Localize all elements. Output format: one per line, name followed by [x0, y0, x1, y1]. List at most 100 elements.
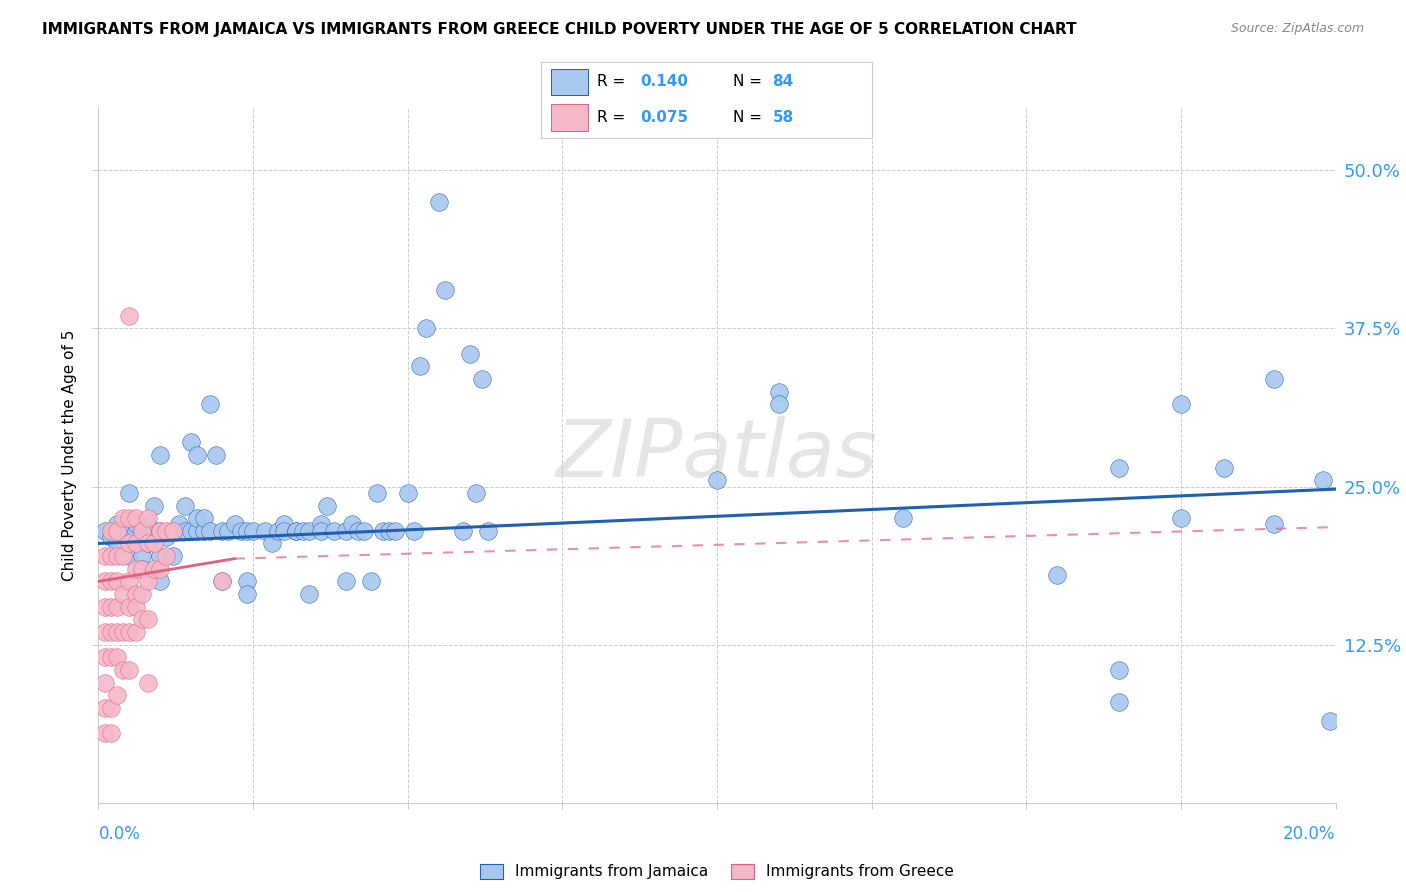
Point	[112, 625, 135, 640]
Point	[706, 473, 728, 487]
Point	[162, 524, 184, 538]
Point	[402, 524, 425, 538]
Point	[143, 536, 166, 550]
Bar	[551, 69, 588, 95]
Text: 0.075: 0.075	[641, 110, 689, 125]
Point	[768, 384, 790, 399]
Point	[143, 499, 166, 513]
Point	[211, 574, 233, 589]
Point	[124, 511, 146, 525]
Point	[273, 524, 295, 538]
Point	[768, 397, 790, 411]
Point	[1263, 372, 1285, 386]
Point	[112, 587, 135, 601]
Point	[124, 587, 146, 601]
Point	[384, 524, 406, 538]
Point	[291, 524, 314, 538]
Point	[136, 675, 159, 690]
Text: ZIPatlas: ZIPatlas	[555, 416, 879, 494]
Point	[131, 549, 153, 563]
Point	[105, 650, 128, 665]
Point	[186, 511, 208, 525]
Point	[118, 549, 141, 563]
Point	[236, 587, 259, 601]
Point	[285, 524, 308, 538]
Point	[260, 536, 283, 550]
Point	[415, 321, 437, 335]
Point	[396, 486, 419, 500]
Point	[891, 511, 914, 525]
Point	[118, 536, 141, 550]
Point	[105, 625, 128, 640]
Point	[464, 486, 486, 500]
Point	[124, 599, 146, 614]
Point	[131, 612, 153, 626]
Point	[1046, 568, 1069, 582]
Point	[124, 562, 146, 576]
Point	[298, 587, 321, 601]
Point	[100, 530, 122, 544]
Point	[309, 517, 332, 532]
Point	[366, 486, 388, 500]
Point	[340, 517, 363, 532]
Point	[322, 524, 344, 538]
Point	[100, 625, 122, 640]
Point	[186, 448, 208, 462]
Point	[427, 194, 450, 209]
Point	[149, 524, 172, 538]
Point	[100, 726, 122, 740]
Point	[174, 524, 197, 538]
Point	[162, 524, 184, 538]
Point	[155, 549, 177, 563]
Point	[335, 524, 357, 538]
Point	[100, 650, 122, 665]
Point	[1108, 695, 1130, 709]
Point	[1263, 517, 1285, 532]
Y-axis label: Child Poverty Under the Age of 5: Child Poverty Under the Age of 5	[62, 329, 77, 581]
Point	[124, 536, 146, 550]
Point	[118, 511, 141, 525]
Point	[100, 524, 122, 538]
Point	[105, 688, 128, 702]
Point	[93, 599, 115, 614]
Point	[378, 524, 401, 538]
Legend: Immigrants from Jamaica, Immigrants from Greece: Immigrants from Jamaica, Immigrants from…	[474, 857, 960, 886]
Point	[105, 599, 128, 614]
Point	[118, 625, 141, 640]
Point	[1319, 714, 1341, 728]
Point	[211, 574, 233, 589]
Point	[353, 524, 375, 538]
Point	[316, 499, 339, 513]
Point	[347, 524, 370, 538]
Point	[131, 587, 153, 601]
Point	[162, 549, 184, 563]
Point	[149, 524, 172, 538]
Point	[100, 599, 122, 614]
Point	[118, 663, 141, 677]
Point	[298, 524, 321, 538]
Point	[105, 536, 128, 550]
Point	[124, 517, 146, 532]
Point	[136, 517, 159, 532]
Point	[93, 625, 115, 640]
Point	[1108, 663, 1130, 677]
Point	[112, 549, 135, 563]
Point	[100, 574, 122, 589]
Point	[371, 524, 394, 538]
Point	[1170, 397, 1192, 411]
Point	[205, 448, 228, 462]
Point	[198, 397, 221, 411]
Point	[136, 536, 159, 550]
Text: 20.0%: 20.0%	[1284, 825, 1336, 843]
Point	[112, 511, 135, 525]
Point	[131, 562, 153, 576]
Point	[180, 524, 202, 538]
Point	[93, 650, 115, 665]
Point	[131, 524, 153, 538]
Point	[118, 486, 141, 500]
Text: 58: 58	[773, 110, 794, 125]
Text: IMMIGRANTS FROM JAMAICA VS IMMIGRANTS FROM GREECE CHILD POVERTY UNDER THE AGE OF: IMMIGRANTS FROM JAMAICA VS IMMIGRANTS FR…	[42, 22, 1077, 37]
Point	[93, 574, 115, 589]
Point	[131, 524, 153, 538]
Point	[193, 524, 215, 538]
